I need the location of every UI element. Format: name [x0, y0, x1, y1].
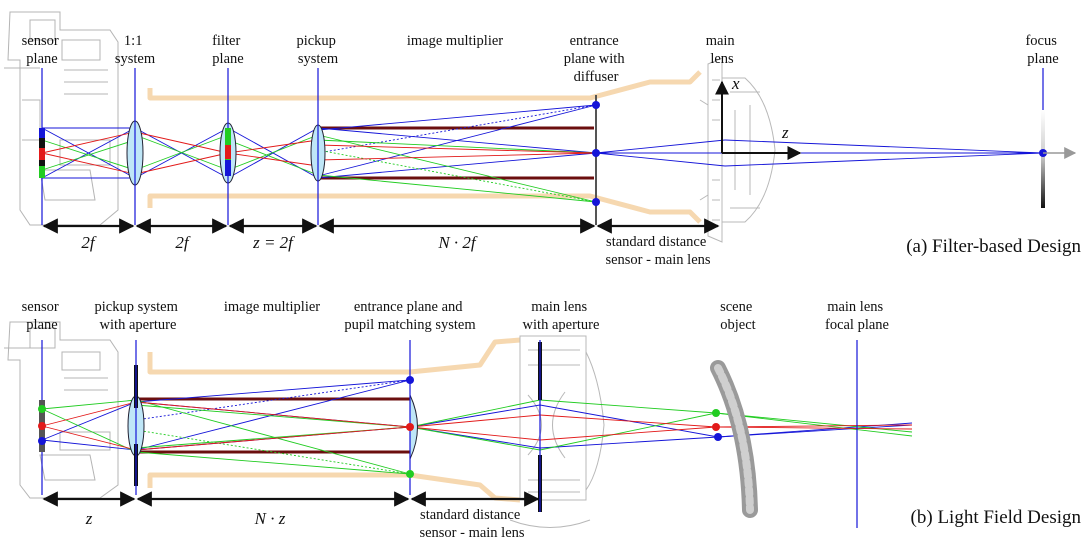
label-main-lens-aperture-b: main lens with aperture — [523, 299, 600, 333]
label-pickup-system-a: pickup system — [296, 33, 339, 67]
label-sensor-plane-b: sensor plane — [22, 299, 63, 333]
label-standard-distance-b: standard distance sensor - main lens — [419, 507, 524, 541]
dot-entrance-top-b — [406, 376, 414, 384]
label-entrance-pupil-b: entrance plane and pupil matching system — [344, 299, 476, 333]
label-pickup-aperture-b: pickup system with aperture — [95, 299, 182, 333]
dot-entrance-center-b — [406, 423, 414, 431]
label-main-lens-a: main lens — [706, 33, 739, 67]
main-lens-body-b — [509, 335, 605, 528]
dim-label-b-2: N · z — [254, 509, 286, 528]
label-image-multiplier-b: image multiplier — [224, 299, 320, 315]
label-sensor-plane-a: sensor plane — [22, 33, 63, 67]
label-focal-plane-b: main lens focal plane — [825, 299, 889, 333]
label-system-a: 1:1 system — [115, 33, 156, 67]
main-lens-body-a — [699, 57, 776, 243]
label-filter-plane-a: filter plane — [212, 33, 244, 67]
label-image-multiplier-a: image multiplier — [407, 33, 503, 49]
label-focus-plane-a: focus plane — [1025, 33, 1060, 67]
dot-object-red-b — [712, 423, 720, 431]
panel-a: x z 2f 2f z = 2f N · 2f sensor plane 1:1… — [4, 11, 1081, 268]
dim-label-a-1: 2f — [81, 233, 97, 252]
dot-sensor-blue-b — [38, 437, 46, 445]
caption-a: (a) Filter-based Design — [906, 236, 1081, 257]
camera-body-b — [4, 321, 119, 499]
dot-center-a — [592, 149, 600, 157]
dot-sensor-red-b — [38, 422, 46, 430]
panel-b: z N · z sensor plane pickup system with … — [4, 299, 1081, 541]
z-axis-label: z — [781, 123, 789, 142]
dot-object-blue-b — [714, 433, 722, 441]
caption-b: (b) Light Field Design — [911, 507, 1082, 528]
label-standard-distance-a: standard distance sensor - main lens — [605, 234, 710, 268]
dim-label-b-1: z — [85, 509, 93, 528]
dot-sensor-green-b — [38, 405, 46, 413]
rays-b — [41, 379, 913, 475]
dot-object-green-b — [712, 409, 720, 417]
x-axis-label: x — [731, 74, 740, 93]
rays-a — [41, 104, 1044, 203]
label-scene-object-b: scene object — [720, 299, 756, 333]
dim-label-a-3: z = 2f — [252, 233, 295, 252]
label-entrance-plane-a: entrance plane with diffuser — [564, 33, 628, 85]
dot-top-a — [592, 101, 600, 109]
focus-plane-gradient-a — [1041, 110, 1045, 208]
dim-label-a-4: N · 2f — [437, 233, 478, 252]
housing-a — [147, 70, 702, 224]
dot-entrance-bottom-b — [406, 470, 414, 478]
dim-label-a-2: 2f — [175, 233, 191, 252]
dot-bottom-a — [592, 198, 600, 206]
